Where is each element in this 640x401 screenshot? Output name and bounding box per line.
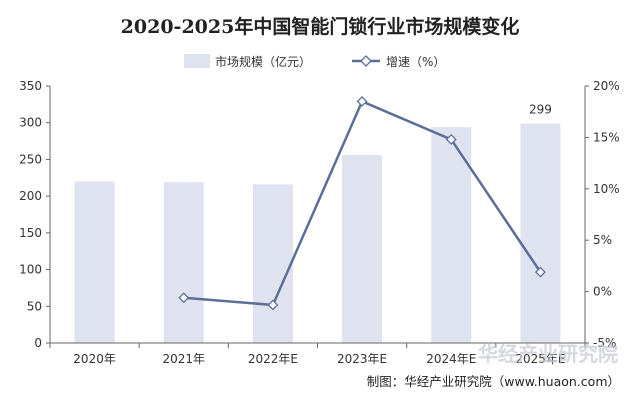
bar-0: [74, 181, 115, 343]
y-left-tick-label-4: 200: [19, 189, 42, 203]
x-tick-label-4: 2024年E: [426, 352, 476, 366]
bar-4: [431, 127, 472, 344]
bar-1: [163, 182, 204, 343]
legend-line-label: 增速（%）: [386, 55, 445, 69]
y-right-tick-label-5: 20%: [593, 79, 620, 93]
growth-point-2: [356, 96, 368, 107]
y-right-tick-label-0: -5%: [593, 336, 616, 350]
bar-5: [520, 123, 561, 343]
x-tick-label-2: 2022年E: [248, 352, 298, 366]
y-left-tick-label-6: 300: [19, 116, 42, 130]
x-tick-label-0: 2020年: [73, 352, 116, 366]
y-right-tick-label-4: 15%: [593, 130, 620, 144]
source-note: 制图：华经产业研究院（www.huaon.com）: [367, 374, 620, 389]
growth-point-3: [445, 134, 457, 145]
y-right-tick-label-1: 0%: [593, 285, 612, 299]
legend-bar-label: 市场规模（亿元）: [215, 54, 311, 69]
chart-title: 2020-2025年中国智能门锁行业市场规模变化: [121, 15, 520, 38]
y-left-tick-label-2: 100: [19, 263, 42, 277]
x-tick-label-3: 2023年E: [337, 352, 387, 366]
y-left-tick-label-5: 250: [19, 152, 42, 166]
x-tick-label-5: 2025年E: [515, 352, 565, 366]
legend-bar-swatch: [184, 54, 210, 68]
y-left-tick-label-1: 50: [27, 299, 42, 313]
data-label-0: 299: [529, 102, 552, 116]
growth-point-4: [534, 266, 546, 278]
y-left-tick-label-0: 0: [34, 336, 42, 350]
x-tick-label-1: 2021年: [162, 352, 205, 366]
y-right-tick-label-2: 5%: [593, 233, 612, 247]
y-left-tick-label-7: 350: [19, 79, 42, 93]
legend-line-marker: [360, 55, 372, 67]
bar-2: [252, 184, 293, 343]
y-right-tick-label-3: 10%: [593, 182, 620, 196]
growth-point-1: [267, 299, 279, 311]
legend: 市场规模（亿元） 增速（%）: [184, 54, 445, 69]
growth-point-0: [178, 292, 190, 304]
bar-3: [342, 155, 383, 343]
plot-area: 0 50 100 150 200 250 300 350 -5% 0% 5% 10% 15% 20% 202…: [19, 79, 620, 366]
watermark: 华经产业研究院: [478, 342, 618, 366]
y-left-tick-label-3: 150: [19, 226, 42, 240]
